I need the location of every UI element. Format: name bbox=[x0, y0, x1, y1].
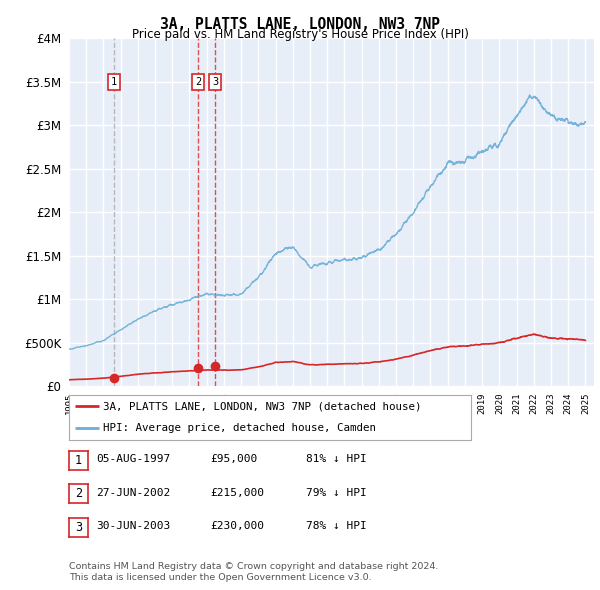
Text: £215,000: £215,000 bbox=[210, 488, 264, 497]
Text: 79% ↓ HPI: 79% ↓ HPI bbox=[306, 488, 367, 497]
Text: 30-JUN-2003: 30-JUN-2003 bbox=[96, 522, 170, 531]
Text: 1: 1 bbox=[75, 454, 82, 467]
Text: 05-AUG-1997: 05-AUG-1997 bbox=[96, 454, 170, 464]
Text: HPI: Average price, detached house, Camden: HPI: Average price, detached house, Camd… bbox=[103, 424, 376, 434]
Text: £230,000: £230,000 bbox=[210, 522, 264, 531]
Text: 1: 1 bbox=[110, 77, 117, 87]
Text: 3A, PLATTS LANE, LONDON, NW3 7NP: 3A, PLATTS LANE, LONDON, NW3 7NP bbox=[160, 17, 440, 31]
Text: 78% ↓ HPI: 78% ↓ HPI bbox=[306, 522, 367, 531]
Text: 3A, PLATTS LANE, LONDON, NW3 7NP (detached house): 3A, PLATTS LANE, LONDON, NW3 7NP (detach… bbox=[103, 401, 422, 411]
Text: £95,000: £95,000 bbox=[210, 454, 257, 464]
Text: 2: 2 bbox=[195, 77, 201, 87]
Text: 3: 3 bbox=[212, 77, 218, 87]
Text: 81% ↓ HPI: 81% ↓ HPI bbox=[306, 454, 367, 464]
Text: Price paid vs. HM Land Registry's House Price Index (HPI): Price paid vs. HM Land Registry's House … bbox=[131, 28, 469, 41]
Text: 2: 2 bbox=[75, 487, 82, 500]
Text: 3: 3 bbox=[75, 521, 82, 534]
Text: 27-JUN-2002: 27-JUN-2002 bbox=[96, 488, 170, 497]
Text: Contains HM Land Registry data © Crown copyright and database right 2024.: Contains HM Land Registry data © Crown c… bbox=[69, 562, 439, 571]
Text: This data is licensed under the Open Government Licence v3.0.: This data is licensed under the Open Gov… bbox=[69, 573, 371, 582]
